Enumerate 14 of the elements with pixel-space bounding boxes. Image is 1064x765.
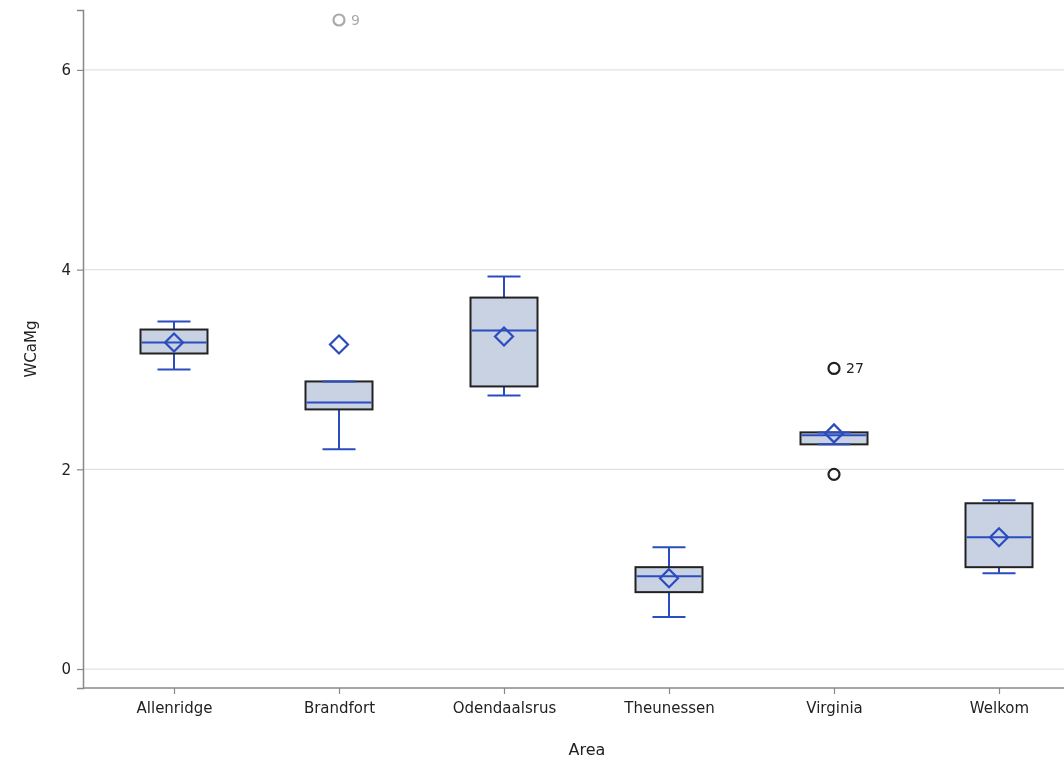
x-axis-title: Area [568, 740, 606, 759]
y-tick-label: 0 [61, 660, 71, 679]
x-tick-label: Theunessen [623, 698, 715, 717]
x-tick-label: Welkom [969, 698, 1030, 717]
x-tick-label: Brandfort [303, 698, 376, 717]
y-tick-label: 6 [61, 61, 71, 80]
y-tick-label: 2 [61, 460, 71, 479]
y-tick-label: 4 [61, 260, 71, 279]
x-tick-label: Odendaalsrus [452, 698, 557, 717]
x-tick-label: Allenridge [136, 698, 213, 717]
annotation: 9 [351, 11, 360, 28]
y-axis-title: WCaMg [22, 320, 40, 378]
annotation: 27 [846, 360, 864, 377]
x-tick-label: Virginia [806, 698, 863, 717]
